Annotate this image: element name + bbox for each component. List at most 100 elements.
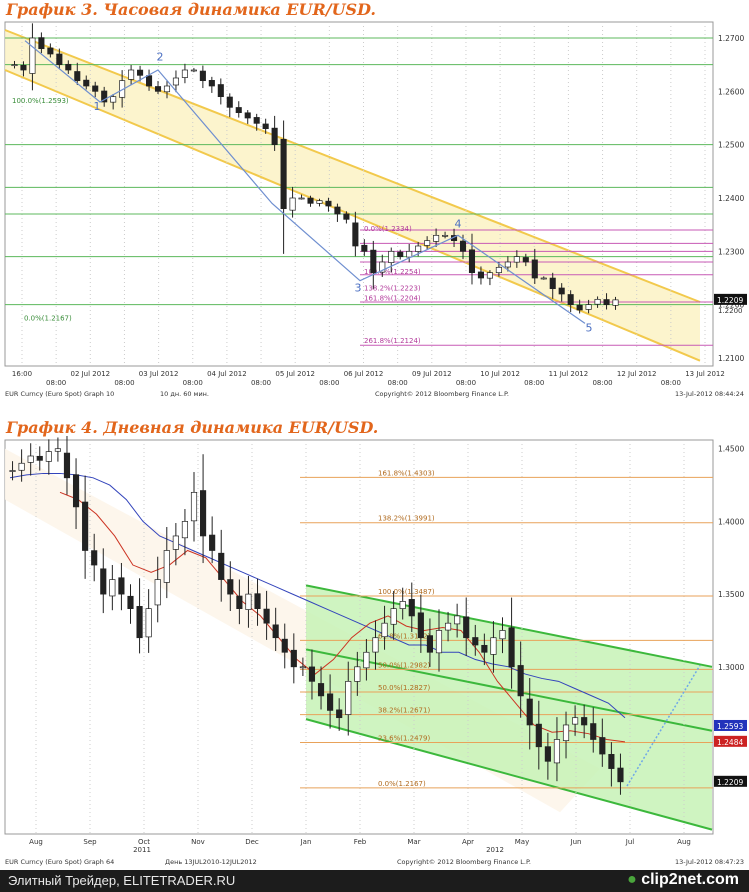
candle-body (38, 37, 45, 50)
x-tick-label: Jun (570, 838, 582, 846)
candle-body (128, 69, 135, 80)
candle-body (472, 637, 479, 646)
candle-body (317, 683, 325, 697)
fib-label: 0.0%(1.2334) (364, 225, 412, 233)
y-tick-label: 1.2400 (718, 194, 744, 203)
candle-body (562, 724, 570, 742)
candle-body (468, 249, 476, 274)
candle-body (254, 593, 261, 609)
fib-label: 161.8%(1.4303) (378, 469, 435, 477)
candle-body (390, 608, 397, 625)
y-tick-label: 1.2100 (718, 354, 744, 363)
candle-body (110, 96, 117, 103)
candle-body (599, 737, 606, 755)
x-tick-label: Jul (625, 838, 635, 846)
x-tick-label: Dec (245, 838, 259, 846)
candle-body (490, 637, 497, 655)
fib-label: 0.0%(1.2167) (378, 780, 426, 788)
last-price-sub: 1.2200 (718, 307, 743, 315)
candle-body (486, 272, 493, 279)
candle-body (163, 550, 170, 583)
candle-body (190, 69, 197, 72)
candle-body (504, 261, 511, 268)
candle-body (406, 250, 413, 258)
candle-body (100, 568, 107, 595)
candle-body (163, 85, 171, 93)
chart-footer-right: 13-Jul-2012 08:47:23 (675, 858, 744, 866)
candle-body (154, 86, 162, 92)
candle-body (244, 112, 251, 119)
candle-body (535, 723, 542, 748)
candle-body (262, 123, 269, 130)
candle-body (553, 739, 561, 764)
x-tick-label: Feb (354, 838, 367, 846)
price-tag (714, 735, 747, 747)
x-tick-label: 06 Jul 2012 (344, 370, 384, 378)
candle-body (209, 534, 216, 551)
candle-body (172, 77, 179, 86)
candle-body (9, 470, 16, 472)
candle-body (307, 197, 314, 204)
candle-body (363, 651, 370, 669)
candle-body (549, 277, 556, 290)
projection-line (626, 664, 701, 787)
candle-body (522, 257, 529, 263)
candle-body (308, 666, 316, 682)
x-tick-label: 05 Jul 2012 (275, 370, 315, 378)
candle-body (617, 767, 624, 783)
y-tick-label: 1.4000 (718, 517, 744, 526)
candle-body (253, 117, 260, 124)
channel-lower-line (305, 718, 713, 831)
x-tick-label: 04 Jul 2012 (207, 370, 247, 378)
trend-channel (5, 30, 700, 361)
candle-body (218, 552, 225, 580)
candle-body (236, 595, 243, 609)
chart-footer-mid: День 13JUL2010-12JUL2012 (165, 858, 257, 866)
candle-body (424, 240, 431, 246)
price-tag-label: 1.2484 (717, 738, 743, 747)
price-tag (714, 775, 747, 787)
candle-body (513, 256, 520, 263)
candle-body (271, 127, 278, 146)
candle-body (435, 630, 443, 654)
candle-body (336, 709, 343, 719)
x-tick-label: 08:00 (251, 379, 271, 387)
price-tag-label: 1.2209 (717, 778, 743, 787)
candle-body (217, 84, 224, 98)
clip2net-logo-icon: ● (627, 871, 637, 888)
x-tick-label: 03 Jul 2012 (139, 370, 179, 378)
clip2net-logo[interactable]: ● clip2net.com (627, 871, 739, 889)
wave-label: 1 (94, 100, 101, 113)
candle-body (101, 90, 108, 103)
y-tick-label: 1.2200 (718, 301, 744, 310)
candle-body (72, 474, 80, 508)
candle-body (408, 599, 415, 617)
x-tick-label: 12 Jul 2012 (617, 370, 657, 378)
clip2net-brand: clip2net.com (641, 871, 739, 888)
candle-body (145, 608, 152, 638)
x-tick-label: 08:00 (319, 379, 339, 387)
elliott-wave-line (24, 40, 586, 324)
x-tick-label: 10 Jul 2012 (480, 370, 520, 378)
candle-body (594, 298, 601, 305)
candle-body (200, 490, 207, 537)
fib-label: 100.0%(1.2593) (12, 97, 69, 105)
fib-label: 261.8%(1.2124) (364, 337, 421, 345)
candle-body (18, 462, 25, 471)
channel-mid-line (305, 648, 713, 732)
candle-body (181, 69, 188, 78)
fib-label: 138.2%(1.3991) (378, 515, 435, 523)
candle-body (603, 299, 610, 306)
candle-body (397, 251, 404, 258)
y-tick-label: 1.3500 (718, 590, 744, 599)
candle-body (54, 448, 61, 452)
candle-body (190, 491, 198, 522)
candle-body (334, 206, 341, 215)
y-tick-label: 1.3000 (718, 663, 744, 672)
candle-body (137, 69, 144, 76)
candle-body (517, 665, 524, 697)
price-tag (714, 719, 747, 731)
candle-body (495, 266, 502, 274)
candle-body (45, 451, 52, 462)
x-tick-label: Sep (83, 838, 97, 846)
